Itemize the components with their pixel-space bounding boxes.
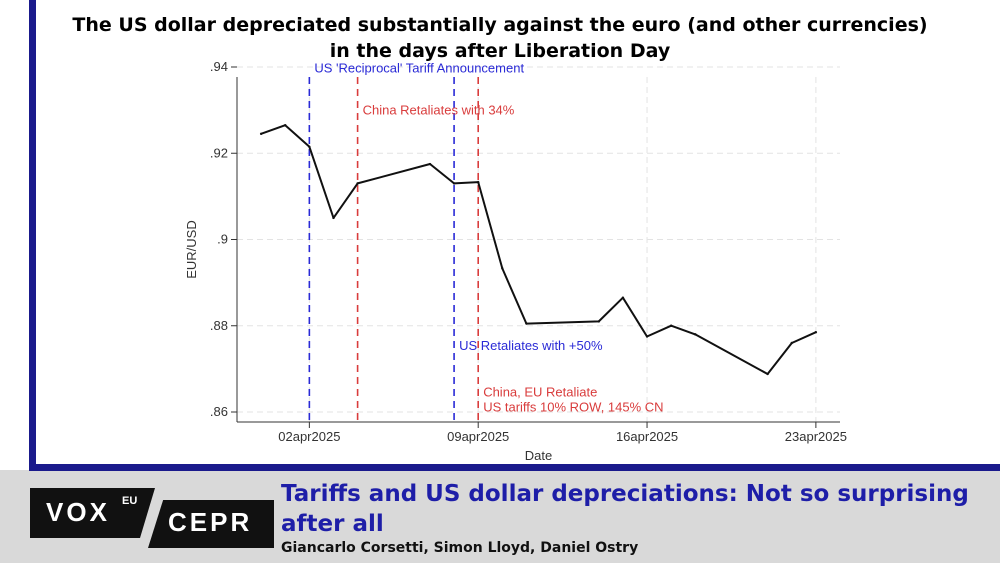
eurusd-data-point bbox=[645, 335, 649, 338]
chart-title: The US dollar depreciated substantially … bbox=[40, 12, 960, 64]
chart-title-line-1: The US dollar depreciated substantially … bbox=[72, 14, 928, 36]
voxeu-logo[interactable]: VOX EU bbox=[30, 488, 155, 538]
eurusd-data-point bbox=[597, 320, 600, 323]
article-title[interactable]: Tariffs and US dollar depreciations: Not… bbox=[281, 481, 969, 537]
eurusd-data-point bbox=[694, 333, 697, 336]
event-label: US Retaliates with +50% bbox=[459, 338, 603, 353]
event-label: China Retaliates with 34% bbox=[363, 103, 515, 118]
article-authors: Giancarlo Corsetti, Simon Lloyd, Daniel … bbox=[281, 540, 639, 556]
eurusd-data-point bbox=[477, 180, 480, 184]
voxeu-logo-eu: EU bbox=[122, 495, 138, 507]
x-tick-label: 02apr2025 bbox=[278, 429, 340, 444]
cepr-logo[interactable]: CEPR bbox=[148, 500, 274, 548]
voxeu-logo-text: VOX bbox=[46, 497, 110, 527]
event-label: US tariffs 10% ROW, 145% CN bbox=[483, 399, 663, 414]
eurusd-data-point bbox=[814, 331, 818, 334]
eurusd-data-point bbox=[284, 124, 287, 127]
cepr-logo-text: CEPR bbox=[168, 507, 253, 537]
eurusd-data-point bbox=[428, 162, 432, 166]
y-tick-label: .92 bbox=[210, 145, 228, 160]
eurusd-data-point bbox=[308, 145, 311, 148]
eurusd-data-point bbox=[452, 182, 456, 185]
y-tick-label: .86 bbox=[210, 404, 228, 419]
eurusd-data-point bbox=[525, 322, 528, 325]
y-tick-label: .9 bbox=[217, 232, 228, 247]
eurusd-data-point bbox=[766, 372, 769, 376]
y-tick-label: .94 bbox=[210, 59, 228, 74]
chart-title-line-2: in the days after Liberation Day bbox=[329, 40, 671, 62]
x-tick-label: 16apr2025 bbox=[616, 429, 678, 444]
chart-frame bbox=[0, 0, 1000, 470]
event-label: US 'Reciprocal' Tariff Announcement bbox=[314, 60, 524, 75]
x-tick-label: 09apr2025 bbox=[447, 429, 509, 444]
eurusd-data-point bbox=[669, 324, 673, 327]
eurusd-data-point bbox=[332, 216, 335, 220]
y-axis-label: EUR/USD bbox=[184, 220, 199, 279]
eurusd-data-point bbox=[790, 341, 793, 345]
left-accent-bar bbox=[29, 0, 36, 470]
eurusd-data-point bbox=[356, 182, 359, 185]
eurusd-data-point bbox=[259, 132, 263, 136]
eurusd-line-chart: .86 .88 .9 .92 .94 02apr2025 09apr2025 16apr202… bbox=[184, 59, 847, 463]
x-tick-label: 23apr2025 bbox=[785, 429, 847, 444]
eurusd-data-point bbox=[501, 267, 504, 270]
event-label: China, EU Retaliate bbox=[483, 384, 597, 399]
x-axis-label: Date bbox=[525, 448, 552, 463]
eurusd-data-point bbox=[621, 296, 625, 299]
eurusd-series-line bbox=[260, 124, 817, 375]
y-tick-label: .88 bbox=[210, 318, 228, 333]
bottom-accent-bar bbox=[29, 464, 1000, 471]
